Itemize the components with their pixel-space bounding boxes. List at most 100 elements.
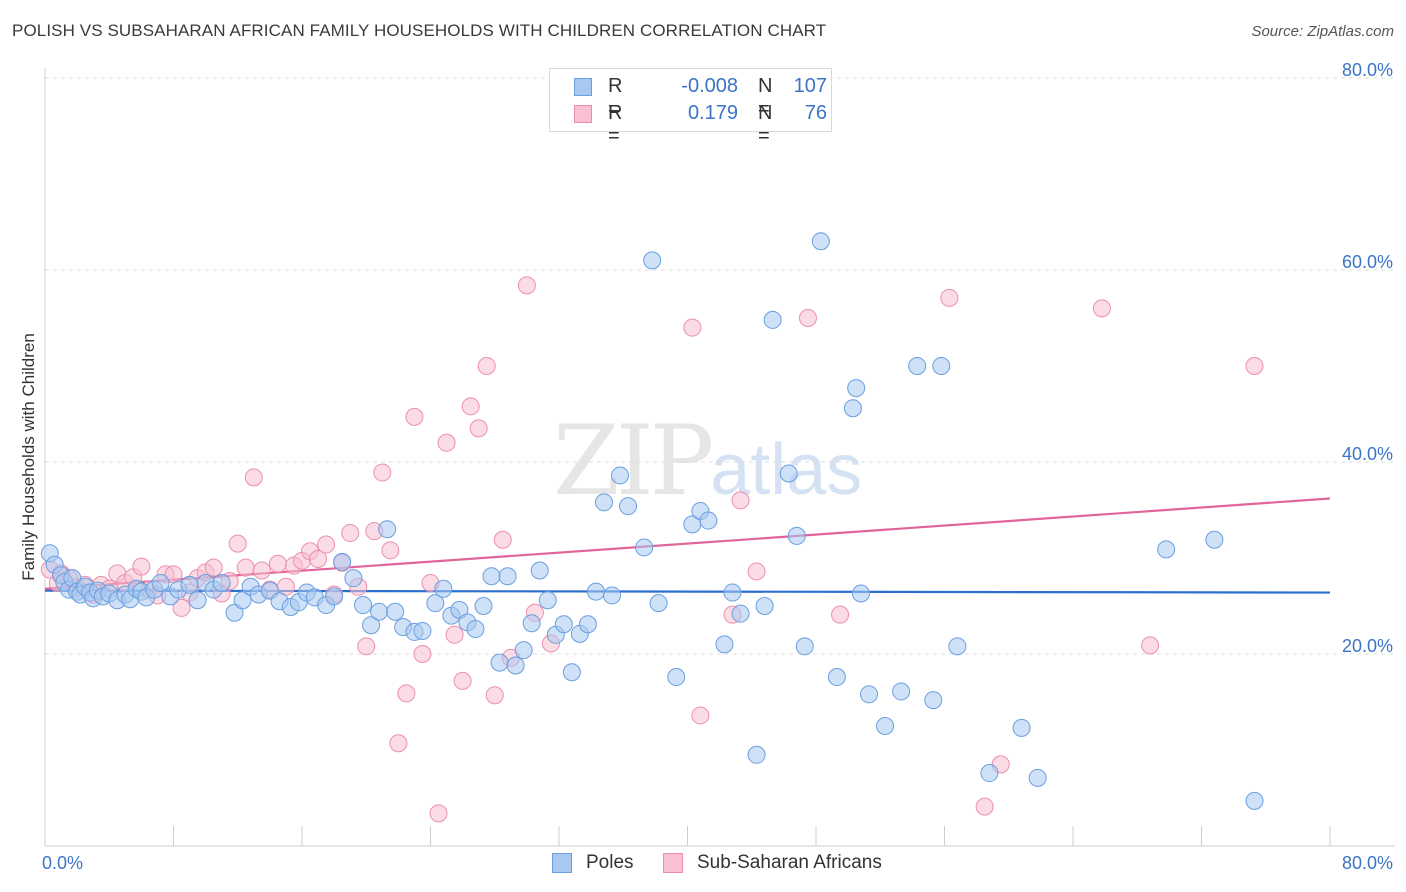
poles-point	[876, 717, 895, 735]
x-tick-label: 80.0%	[1342, 853, 1393, 873]
poles-point	[1028, 768, 1047, 787]
poles-point	[795, 637, 814, 656]
subsaharan-point	[445, 625, 464, 644]
legend-label-subsaharan: Sub-Saharan Africans	[697, 852, 882, 873]
poles-point	[763, 310, 782, 329]
poles-point	[370, 602, 389, 621]
poles-point	[1205, 530, 1224, 549]
subsaharan-point	[397, 684, 416, 703]
poles-point	[378, 520, 397, 539]
subsaharan-point	[172, 598, 191, 617]
poles-point	[426, 594, 445, 613]
poles-point	[723, 583, 742, 602]
subsaharan-point	[405, 407, 424, 426]
poles-point	[1157, 540, 1176, 559]
subsaharan-point	[389, 734, 408, 753]
y-tick-label: 80.0%	[1342, 60, 1393, 80]
poles-point	[787, 526, 806, 545]
poles-point	[643, 251, 662, 270]
poles-point	[948, 637, 967, 656]
poles-point	[932, 357, 951, 375]
series-legend: Poles Sub-Saharan Africans	[0, 852, 1406, 878]
poles-point	[649, 594, 668, 613]
subsaharan-point	[975, 797, 994, 816]
poles-point	[603, 586, 622, 605]
subsaharan-point	[831, 605, 850, 624]
poles-point	[715, 635, 734, 654]
poles-point	[466, 620, 485, 639]
poles-point	[362, 616, 381, 635]
poles-point	[619, 497, 638, 516]
y-tick-label: 40.0%	[1342, 444, 1393, 464]
subsaharan-point	[517, 276, 536, 295]
poles-point	[562, 663, 581, 682]
watermark-zip: ZIP	[553, 405, 714, 517]
x-tick-label: 0.0%	[42, 853, 83, 873]
legend-n-value: 107	[793, 75, 827, 97]
subsaharan-point	[798, 309, 817, 327]
subsaharan-point	[429, 804, 448, 823]
poles-point	[522, 614, 541, 633]
subsaharan-point	[341, 524, 360, 543]
legend-swatch-poles	[552, 853, 572, 873]
poles-point	[578, 615, 597, 634]
subsaharan-point	[469, 419, 488, 438]
subsaharan-point	[357, 637, 376, 656]
legend-r-label: R =	[608, 75, 623, 120]
poles-point	[924, 691, 943, 710]
poles-point	[413, 621, 432, 640]
poles-point	[180, 575, 199, 594]
poles-point	[1012, 718, 1031, 737]
subsaharan-point	[309, 549, 328, 568]
poles-point	[635, 538, 654, 557]
subsaharan-point	[236, 558, 255, 577]
y-tick-label: 60.0%	[1342, 252, 1393, 272]
poles-point	[212, 573, 231, 592]
poles-point	[333, 552, 352, 571]
subsaharan-point	[204, 558, 223, 577]
subsaharan-point	[691, 706, 710, 725]
subsaharan-point	[413, 645, 432, 663]
poles-point	[325, 587, 344, 606]
poles-trend-line	[44, 589, 1331, 594]
subsaharan-point	[940, 288, 959, 307]
subsaharan-point	[485, 686, 504, 705]
legend-r-value: 0.179	[687, 102, 738, 124]
poles-point	[747, 745, 766, 764]
legend-n-label: N =	[758, 102, 773, 147]
poles-point	[908, 357, 927, 375]
subsaharan-point	[1245, 357, 1264, 375]
poles-point	[667, 668, 686, 687]
subsaharan-point	[477, 357, 496, 375]
poles-point	[586, 582, 605, 601]
subsaharan-point	[228, 534, 247, 553]
poles-point	[860, 685, 879, 704]
poles-point	[386, 602, 405, 621]
subsaharan-point	[453, 671, 472, 690]
poles-point	[1245, 791, 1264, 810]
subsaharan-point	[252, 561, 271, 580]
poles-point	[892, 682, 911, 701]
poles-point	[434, 579, 453, 598]
subsaharan-point	[373, 463, 392, 482]
legend-n-label: N =	[758, 75, 773, 120]
poles-point	[538, 591, 557, 610]
watermark: ZIPatlas	[553, 405, 862, 517]
poles-point	[699, 511, 718, 530]
y-tick-label: 20.0%	[1342, 636, 1393, 656]
poles-point	[188, 591, 207, 610]
poles-point	[474, 597, 493, 615]
poles-point	[498, 567, 517, 586]
subsaharan-point	[731, 491, 750, 510]
poles-point	[554, 615, 573, 634]
poles-point	[847, 379, 866, 398]
subsaharan-point	[461, 397, 480, 416]
poles-point	[506, 656, 525, 675]
stats-legend: R = -0.008 N = 107 R = 0.179 N = 76	[549, 68, 832, 147]
poles-point	[514, 641, 533, 660]
poles-point	[980, 764, 999, 783]
subsaharan-point	[132, 557, 151, 576]
poles-point	[482, 567, 501, 586]
subsaharan-point	[1092, 299, 1111, 318]
